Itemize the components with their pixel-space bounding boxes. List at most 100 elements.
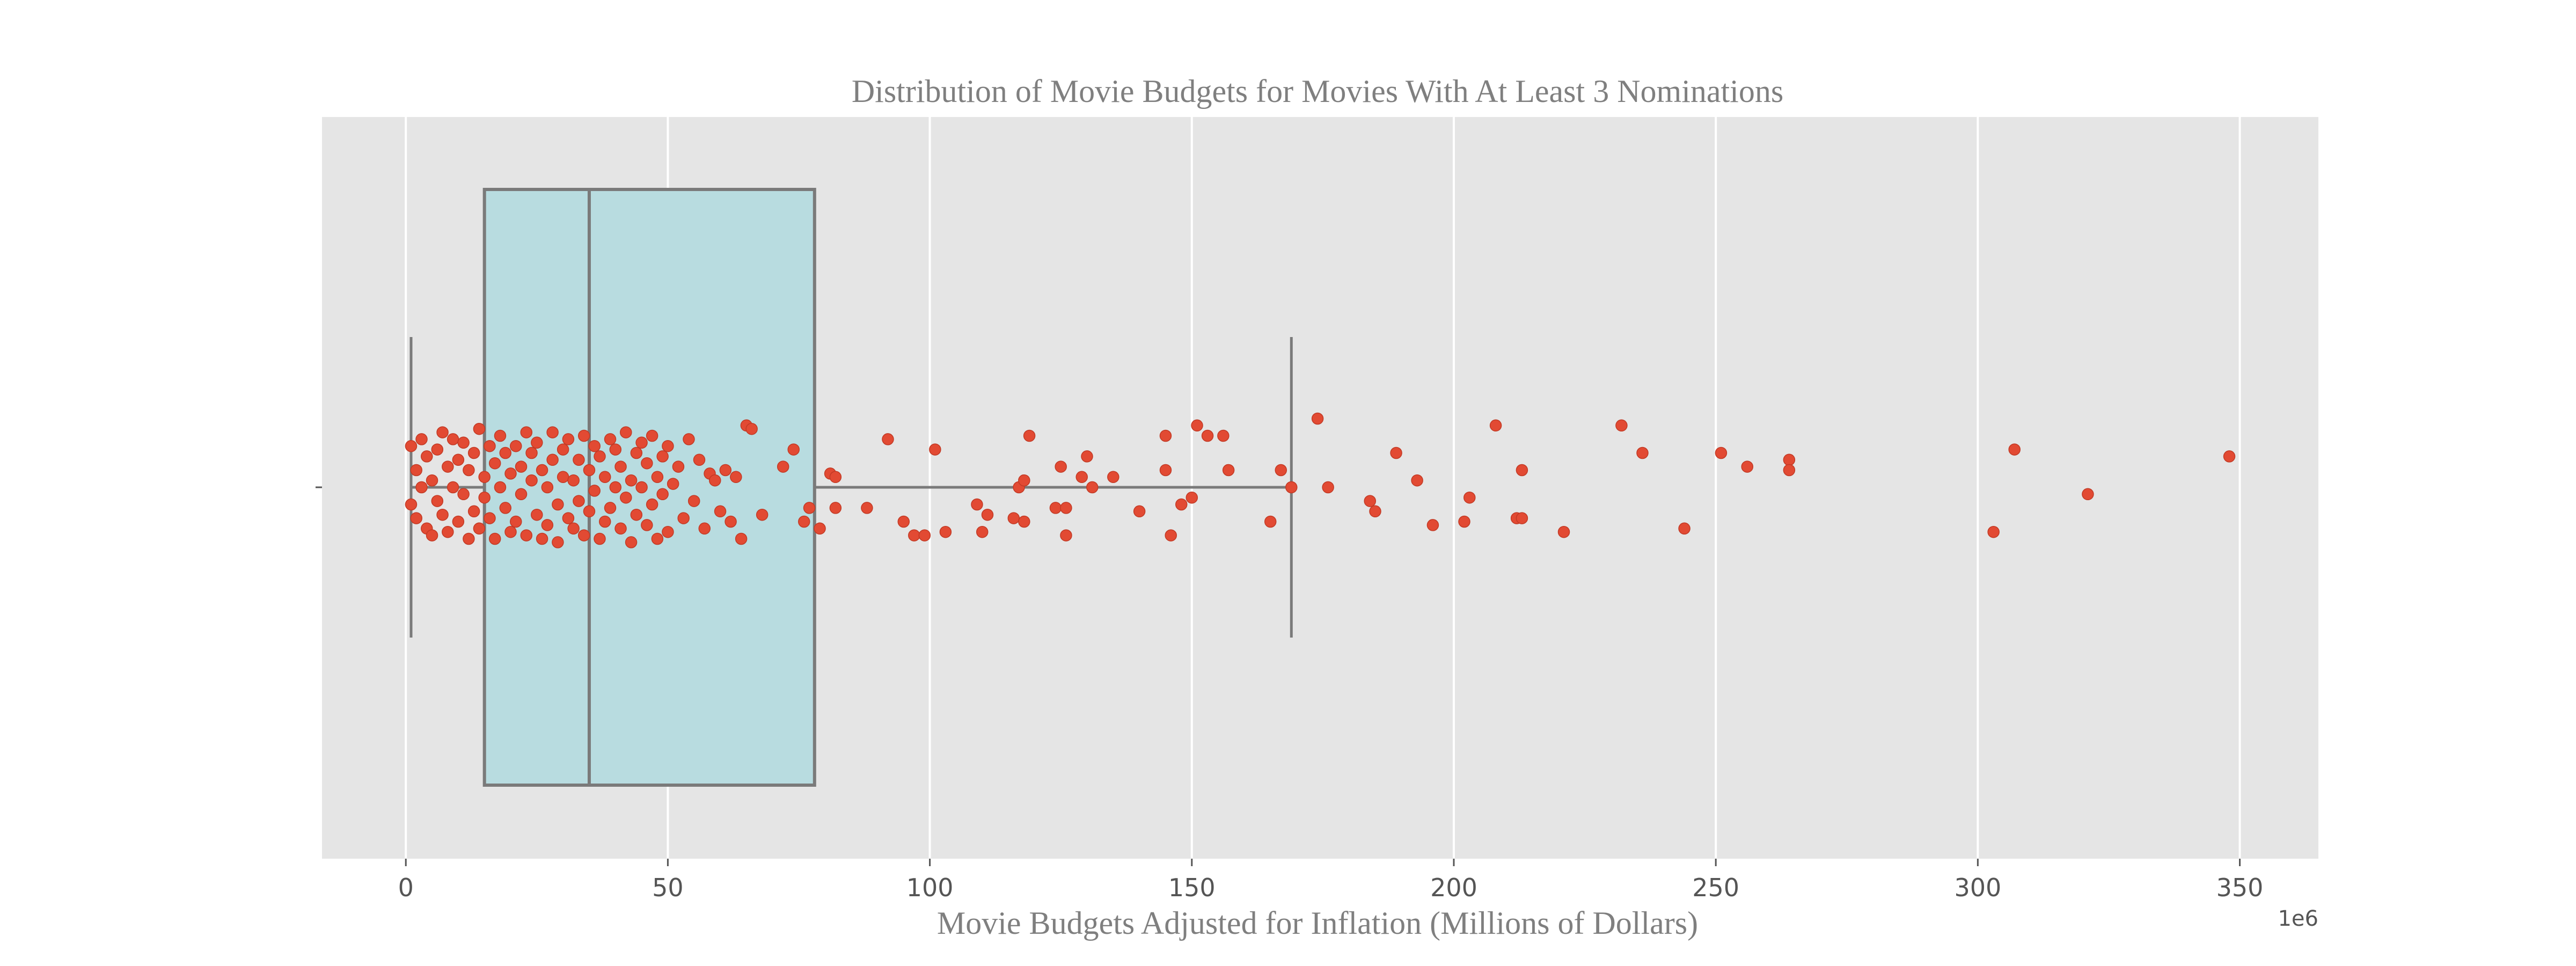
data-point	[1426, 519, 1439, 531]
data-point	[667, 478, 679, 490]
data-point	[1783, 464, 1796, 477]
x-tick-label: 200	[1430, 873, 1477, 902]
data-point	[488, 532, 501, 545]
data-point	[687, 495, 700, 507]
data-point	[1081, 450, 1093, 463]
data-point	[630, 508, 643, 521]
data-point	[1018, 474, 1030, 487]
data-point	[918, 529, 931, 541]
data-point	[803, 502, 816, 514]
data-point	[577, 429, 590, 442]
data-point	[426, 529, 438, 541]
data-point	[562, 512, 575, 524]
data-point	[546, 426, 559, 438]
data-point	[457, 436, 470, 449]
data-point	[598, 471, 611, 484]
data-point	[1489, 419, 1502, 432]
data-point	[567, 474, 580, 487]
data-point	[1275, 464, 1287, 477]
data-point	[635, 436, 648, 449]
data-point	[1285, 481, 1298, 494]
data-point	[861, 502, 873, 514]
data-point	[677, 512, 690, 524]
data-point	[1222, 464, 1235, 477]
data-point	[641, 519, 653, 531]
data-point	[1557, 525, 1570, 538]
data-point	[499, 502, 511, 514]
data-point	[730, 471, 742, 484]
data-point	[467, 505, 480, 518]
data-point	[1049, 502, 1062, 514]
data-point	[908, 529, 920, 541]
data-point	[646, 498, 658, 511]
data-point	[463, 464, 475, 477]
data-point	[1086, 481, 1099, 494]
data-point	[515, 488, 528, 501]
data-point	[557, 471, 569, 484]
data-point	[598, 515, 611, 528]
data-point	[594, 450, 606, 463]
data-point	[536, 464, 548, 477]
data-point	[531, 436, 543, 449]
data-point	[976, 525, 989, 538]
data-point	[672, 460, 685, 473]
data-point	[484, 512, 496, 524]
box-iqr	[482, 188, 816, 787]
x-tick-label: 150	[1168, 873, 1216, 902]
data-point	[939, 525, 952, 538]
data-point	[504, 467, 517, 480]
data-point	[683, 433, 695, 445]
data-point	[625, 474, 638, 487]
data-point	[1217, 429, 1230, 442]
data-point	[646, 429, 658, 442]
data-point	[452, 453, 465, 466]
data-point	[1075, 471, 1088, 484]
x-tick-label: 250	[1692, 873, 1739, 902]
data-point	[405, 498, 418, 511]
data-point	[693, 453, 706, 466]
data-point	[698, 522, 711, 535]
data-point	[1678, 522, 1690, 535]
data-point	[588, 485, 601, 497]
data-point	[594, 532, 606, 545]
data-point	[1185, 491, 1198, 504]
data-point	[541, 519, 554, 531]
data-point	[1390, 447, 1402, 459]
data-point	[410, 464, 422, 477]
data-point	[541, 481, 554, 494]
data-point	[630, 447, 643, 459]
data-point	[714, 505, 727, 518]
data-point	[452, 515, 465, 528]
data-point	[573, 453, 585, 466]
data-point	[609, 481, 622, 494]
data-point	[2223, 450, 2236, 463]
data-point	[1159, 429, 1172, 442]
data-point	[1741, 460, 1753, 473]
data-point	[897, 515, 910, 528]
data-point	[1133, 505, 1146, 518]
data-point	[651, 532, 664, 545]
data-point	[777, 460, 789, 473]
data-point	[504, 525, 517, 538]
data-point	[1007, 512, 1020, 524]
data-point	[829, 471, 842, 484]
x-tick-label: 100	[906, 873, 954, 902]
data-point	[1987, 525, 2000, 538]
data-point	[814, 522, 826, 535]
data-point	[457, 488, 470, 501]
data-point	[2082, 488, 2094, 501]
data-point	[536, 532, 548, 545]
data-point	[1715, 447, 1728, 459]
data-point	[410, 512, 422, 524]
data-point	[484, 440, 496, 452]
x-tick-label: 300	[1954, 873, 2001, 902]
data-point	[546, 453, 559, 466]
x-tick-label: 350	[2216, 873, 2264, 902]
x-axis-label: Movie Budgets Adjusted for Inflation (Mi…	[937, 905, 1698, 941]
data-point	[882, 433, 894, 445]
data-point	[1191, 419, 1203, 432]
data-point	[1463, 491, 1476, 504]
data-point	[1516, 512, 1528, 524]
data-point	[829, 502, 842, 514]
data-point	[447, 433, 459, 445]
